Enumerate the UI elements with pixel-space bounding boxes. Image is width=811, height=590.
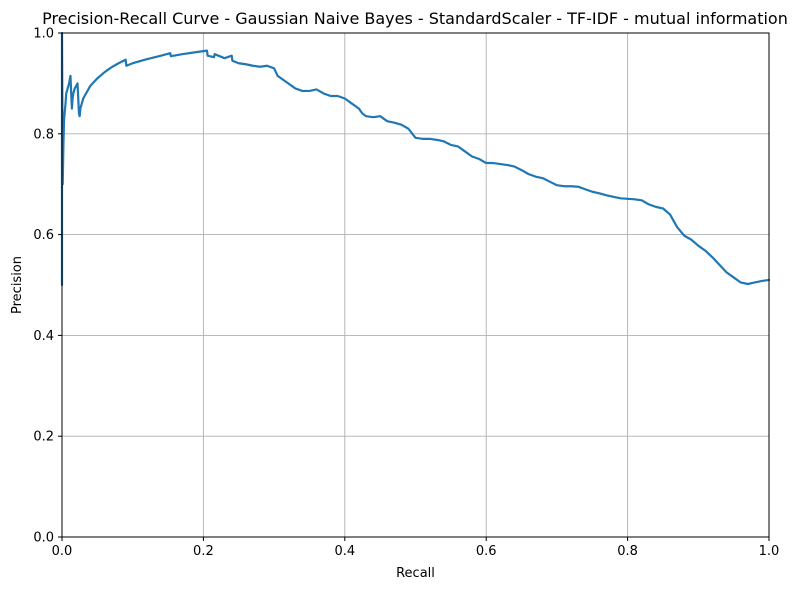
x-tick-label: 0.8 [617, 544, 638, 559]
x-tick-label: 0.0 [52, 544, 73, 559]
y-tick-label: 1.0 [33, 27, 54, 42]
x-axis-label: Recall [396, 566, 435, 581]
x-tick-label: 1.0 [759, 544, 780, 559]
y-tick-label: 0.0 [33, 531, 54, 546]
y-tick-label: 0.6 [33, 228, 54, 243]
y-tick-label: 0.8 [33, 127, 54, 142]
x-tick-label: 0.6 [476, 544, 497, 559]
axis-ticks: 0.0 0.2 0.4 0.6 0.8 1.0 0.0 0.2 0.4 0.6 0.8 1.0 [33, 27, 779, 560]
pr-curve-line [60, 31, 771, 287]
y-axis-label: Precision [10, 256, 25, 314]
y-tick-label: 0.4 [33, 329, 54, 344]
x-tick-label: 0.2 [193, 544, 214, 559]
y-tick-label: 0.2 [33, 430, 54, 445]
x-tick-label: 0.4 [334, 544, 355, 559]
plot-area-frame [61, 32, 770, 538]
curve-layer [60, 31, 771, 287]
chart-title: Precision-Recall Curve - Gaussian Naive … [42, 9, 788, 28]
